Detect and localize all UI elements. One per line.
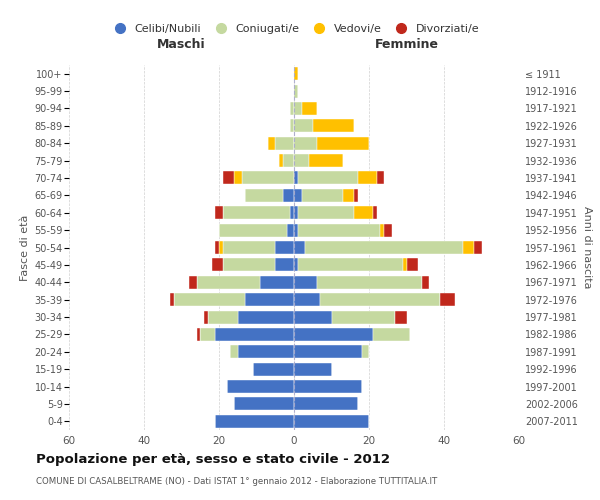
Bar xyxy=(227,380,294,393)
Bar xyxy=(253,362,294,376)
Bar xyxy=(241,172,294,184)
Bar xyxy=(275,136,294,149)
Bar xyxy=(298,224,380,236)
Bar xyxy=(223,241,275,254)
Bar xyxy=(294,67,298,80)
Bar xyxy=(294,362,331,376)
Bar xyxy=(294,206,298,220)
Bar xyxy=(234,398,294,410)
Bar xyxy=(290,120,294,132)
Bar xyxy=(395,310,407,324)
Bar xyxy=(294,310,331,324)
Bar xyxy=(223,258,275,272)
Bar xyxy=(223,206,290,220)
Bar xyxy=(260,276,294,289)
Bar xyxy=(197,276,260,289)
Bar xyxy=(358,172,377,184)
Bar xyxy=(234,172,241,184)
Bar xyxy=(223,172,234,184)
Bar xyxy=(294,224,298,236)
Bar xyxy=(294,293,320,306)
Bar xyxy=(361,346,369,358)
Bar xyxy=(343,189,354,202)
Bar xyxy=(354,206,373,220)
Bar xyxy=(373,206,377,220)
Bar xyxy=(309,154,343,167)
Bar xyxy=(474,241,482,254)
Bar xyxy=(245,293,294,306)
Bar xyxy=(331,310,395,324)
Bar xyxy=(215,328,294,341)
Bar xyxy=(283,189,294,202)
Bar xyxy=(204,310,208,324)
Bar xyxy=(294,102,302,115)
Bar xyxy=(373,328,410,341)
Y-axis label: Fasce di età: Fasce di età xyxy=(20,214,30,280)
Bar xyxy=(212,258,223,272)
Bar xyxy=(294,84,298,98)
Bar xyxy=(294,398,358,410)
Bar xyxy=(268,136,275,149)
Bar xyxy=(298,206,354,220)
Bar xyxy=(208,310,238,324)
Bar xyxy=(440,293,455,306)
Bar xyxy=(275,258,294,272)
Bar xyxy=(238,310,294,324)
Bar xyxy=(290,206,294,220)
Bar xyxy=(294,136,317,149)
Y-axis label: Anni di nascita: Anni di nascita xyxy=(582,206,592,289)
Bar xyxy=(302,189,343,202)
Text: Maschi: Maschi xyxy=(157,38,206,51)
Bar xyxy=(407,258,418,272)
Bar xyxy=(294,241,305,254)
Bar xyxy=(197,328,200,341)
Bar xyxy=(313,120,354,132)
Bar xyxy=(287,224,294,236)
Legend: Celibi/Nubili, Coniugati/e, Vedovi/e, Divorziati/e: Celibi/Nubili, Coniugati/e, Vedovi/e, Di… xyxy=(104,20,484,38)
Bar xyxy=(275,241,294,254)
Bar xyxy=(305,241,463,254)
Bar xyxy=(380,224,384,236)
Bar xyxy=(294,258,298,272)
Bar xyxy=(294,189,302,202)
Bar xyxy=(219,241,223,254)
Bar xyxy=(219,224,287,236)
Text: Popolazione per età, sesso e stato civile - 2012: Popolazione per età, sesso e stato civil… xyxy=(36,452,390,466)
Bar xyxy=(215,415,294,428)
Bar xyxy=(238,346,294,358)
Bar xyxy=(302,102,317,115)
Bar xyxy=(294,120,313,132)
Bar xyxy=(294,380,361,393)
Bar xyxy=(317,136,369,149)
Bar xyxy=(320,293,440,306)
Bar xyxy=(174,293,245,306)
Bar xyxy=(377,172,384,184)
Bar xyxy=(294,346,361,358)
Text: Femmine: Femmine xyxy=(374,38,439,51)
Bar xyxy=(230,346,238,358)
Bar xyxy=(354,189,358,202)
Text: COMUNE DI CASALBELTRAME (NO) - Dati ISTAT 1° gennaio 2012 - Elaborazione TUTTITA: COMUNE DI CASALBELTRAME (NO) - Dati ISTA… xyxy=(36,478,437,486)
Bar xyxy=(294,328,373,341)
Bar xyxy=(294,172,298,184)
Bar xyxy=(294,276,317,289)
Bar xyxy=(298,258,403,272)
Bar xyxy=(245,189,283,202)
Bar xyxy=(189,276,197,289)
Bar xyxy=(463,241,474,254)
Bar xyxy=(290,102,294,115)
Bar xyxy=(298,172,358,184)
Bar xyxy=(279,154,283,167)
Bar xyxy=(421,276,429,289)
Bar xyxy=(317,276,421,289)
Bar xyxy=(403,258,407,272)
Bar xyxy=(294,415,369,428)
Bar xyxy=(200,328,215,341)
Bar xyxy=(215,206,223,220)
Bar xyxy=(294,154,309,167)
Bar xyxy=(170,293,174,306)
Bar xyxy=(215,241,219,254)
Bar xyxy=(283,154,294,167)
Bar xyxy=(384,224,392,236)
